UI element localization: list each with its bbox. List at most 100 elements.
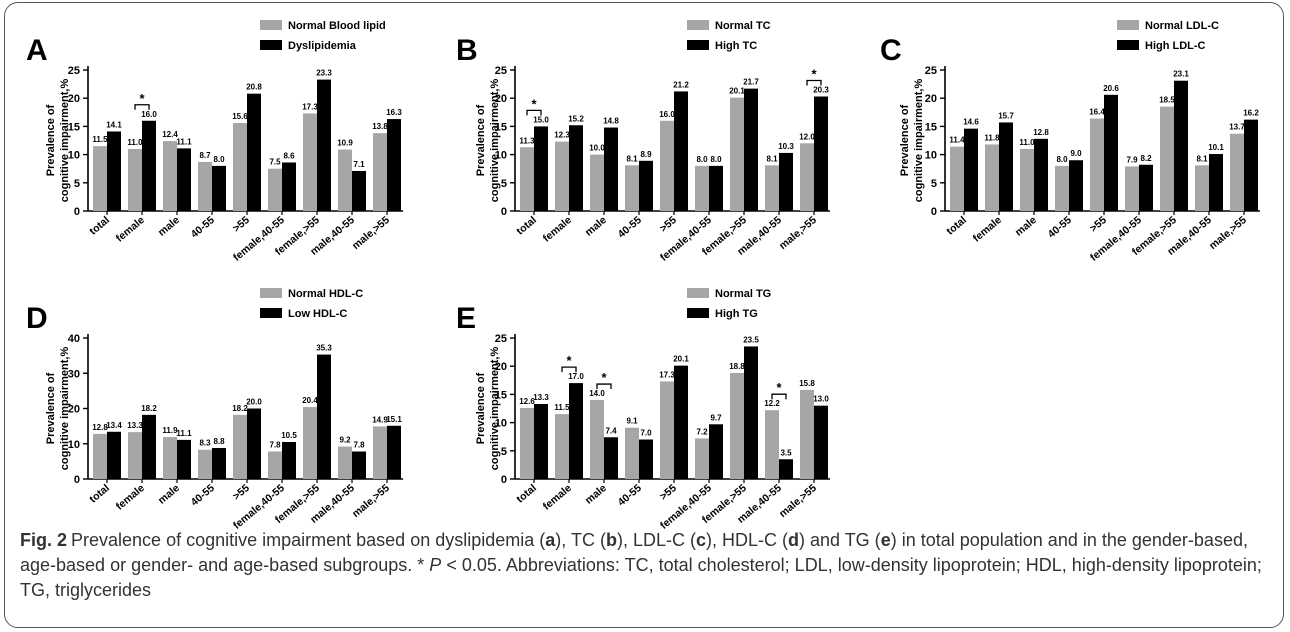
bar-normal	[590, 400, 604, 479]
significance-star: *	[531, 96, 537, 111]
data-label: 11.8	[984, 133, 1000, 142]
data-label: 8.6	[283, 151, 295, 160]
bar-normal	[303, 113, 317, 211]
x-tick-label: male,>55	[1207, 214, 1249, 252]
data-label: 13.0	[813, 395, 829, 404]
bar-normal	[625, 165, 639, 211]
caption-ref-e: e	[880, 530, 891, 550]
data-label: 15.0	[533, 115, 549, 124]
bar-normal	[765, 165, 779, 211]
caption-p-symbol: P	[429, 555, 442, 575]
data-label: 12.8	[1033, 128, 1049, 137]
data-label: 10.3	[778, 142, 794, 151]
y-axis-label-line: cognitive impairment,%	[59, 347, 71, 471]
data-label: 7.9	[1126, 155, 1138, 164]
bar-normal	[625, 427, 639, 479]
bar-abnormal	[709, 424, 723, 479]
bar-abnormal	[779, 152, 793, 211]
data-label: 9.7	[710, 413, 722, 422]
y-tick-label: 20	[925, 93, 937, 105]
data-label: 11.0	[1019, 138, 1035, 147]
bar-abnormal	[569, 383, 583, 479]
data-label: 16.4	[1089, 108, 1105, 117]
legend-label: Normal Blood lipid	[288, 20, 386, 32]
y-tick-label: 0	[74, 206, 80, 218]
y-tick-label: 10	[68, 439, 80, 451]
data-label: 7.4	[605, 426, 617, 435]
data-label: 12.4	[162, 130, 178, 139]
legend-label: Normal TC	[715, 20, 771, 32]
data-label: 12.6	[519, 397, 535, 406]
data-label: 20.8	[246, 83, 262, 92]
bar-abnormal	[744, 88, 758, 211]
data-label: 20.6	[1103, 84, 1119, 93]
data-label: 21.2	[673, 80, 689, 89]
bar-normal	[660, 381, 674, 479]
figure-caption: Fig. 2 Prevalence of cognitive impairment…	[20, 528, 1270, 603]
x-tick-label: total	[87, 214, 112, 237]
y-tick-label: 15	[495, 121, 507, 133]
panel-a: A Prevalence of cognitive impairment,%0 5 10…	[26, 20, 403, 264]
bar-normal	[1230, 133, 1244, 211]
y-axis-label: Prevalence of cognitive impairment,%	[475, 79, 501, 203]
bar-normal	[730, 97, 744, 211]
data-label: 18.5	[1159, 96, 1175, 105]
panel-d: D Prevalence of cognitive impairment,%0 10 2…	[26, 288, 403, 532]
panel-e: E Prevalence of cognitive impairment,%0 5 10…	[456, 288, 830, 532]
data-label: 16.2	[1243, 109, 1259, 118]
significance-bracket	[771, 393, 787, 400]
figure-frame	[4, 2, 1284, 628]
data-label: 13.7	[1229, 123, 1245, 132]
y-axis-label-line: cognitive impairment,%	[59, 79, 71, 203]
caption-text: ), TC (	[555, 530, 606, 550]
bar-abnormal	[387, 425, 401, 479]
panel-letter: C	[880, 34, 902, 67]
bar-abnormal	[1034, 138, 1048, 211]
bar-normal	[730, 372, 744, 479]
bar-abnormal	[1139, 164, 1153, 211]
data-label: 17.0	[568, 372, 584, 381]
y-tick-label: 20	[68, 93, 80, 105]
y-tick-label: 15	[925, 121, 937, 133]
data-label: 8.9	[640, 150, 652, 159]
y-tick-label: 0	[931, 206, 937, 218]
legend-swatch	[1117, 20, 1139, 30]
x-tick-label: 40-55	[616, 482, 644, 509]
x-tick-label: male	[156, 214, 182, 239]
y-tick-label: 30	[68, 368, 80, 380]
caption-text: Prevalence of cognitive impairment based…	[71, 530, 546, 550]
bar-abnormal	[814, 96, 828, 211]
x-tick-label: 40-55	[189, 214, 217, 241]
panel-letter: B	[456, 34, 478, 67]
bar-abnormal	[534, 126, 548, 211]
data-label: 7.8	[353, 441, 365, 450]
bar-normal	[520, 147, 534, 211]
bar-abnormal	[674, 91, 688, 211]
y-tick-label: 5	[501, 178, 507, 190]
legend-label: High TC	[715, 40, 757, 52]
bar-normal	[198, 161, 212, 211]
bar-normal	[233, 414, 247, 479]
data-label: 15.7	[998, 111, 1014, 120]
bar-abnormal	[1104, 94, 1118, 211]
x-tick-label: >55	[1088, 214, 1109, 235]
x-tick-label: female	[114, 482, 147, 513]
data-label: 18.2	[141, 404, 157, 413]
caption-ref-b: b	[605, 530, 617, 550]
y-tick-label: 10	[925, 150, 937, 162]
x-tick-label: male,>55	[777, 482, 819, 520]
data-label: 7.5	[269, 158, 281, 167]
caption-ref-c: c	[695, 530, 706, 550]
bar-abnormal	[282, 441, 296, 479]
bar-normal	[950, 146, 964, 211]
y-axis-label-line: Prevalence of	[475, 372, 487, 444]
panel-c: C Prevalence of cognitive impairment,% 0 5 10…	[880, 20, 1260, 264]
data-label: 11.5	[554, 403, 570, 412]
legend-swatch	[260, 308, 282, 318]
panel-letter: E	[456, 302, 476, 335]
data-label: 8.0	[1056, 155, 1068, 164]
bar-normal	[93, 433, 107, 479]
y-axis-label-line: cognitive impairment,%	[489, 347, 501, 471]
y-tick-label: 20	[495, 93, 507, 105]
data-label: 23.5	[743, 335, 759, 344]
